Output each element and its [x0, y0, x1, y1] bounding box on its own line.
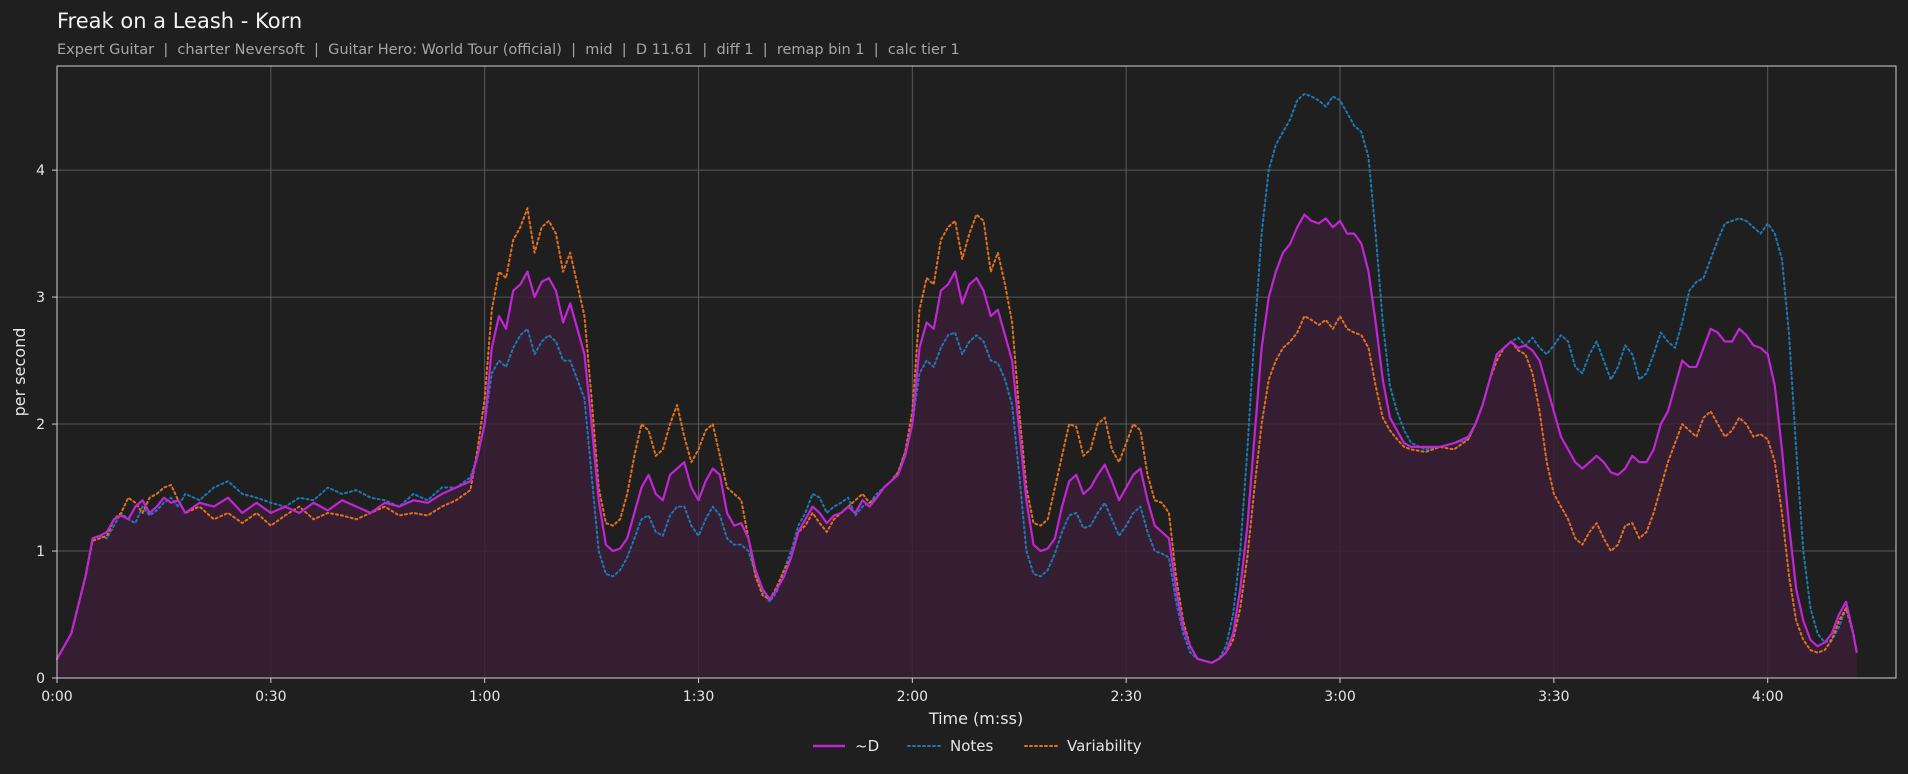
- series-line-0: [56, 213, 1858, 664]
- x-tick-label: 3:00: [1324, 689, 1355, 705]
- legend-label: Variability: [1067, 737, 1142, 755]
- series-area-0: [57, 214, 1857, 678]
- y-axis-label: per second: [10, 328, 29, 417]
- y-tick-label: 2: [36, 417, 45, 433]
- chart-title: Freak on a Leash - Korn: [57, 9, 302, 33]
- chart-subtitle: Expert Guitar | charter Neversoft | Guit…: [57, 42, 960, 58]
- x-tick-label: 2:30: [1110, 689, 1141, 705]
- tick-layer: 0:00 0:30 1:00 1:30 2:00 2:30 3:00 3:30 4:00 0 1 2 3…: [36, 163, 1783, 705]
- x-tick-label: 0:00: [41, 689, 72, 705]
- x-tick-label: 2:00: [897, 689, 928, 705]
- series-layer: [56, 92, 1858, 664]
- series-line-2: [56, 207, 1858, 664]
- x-tick-label: 1:30: [683, 689, 714, 705]
- x-tick-label: 3:30: [1538, 689, 1569, 705]
- legend: ~D Notes Variability: [813, 737, 1142, 755]
- area-layer: [57, 214, 1857, 678]
- legend-label: ~D: [855, 737, 879, 755]
- y-tick-label: 1: [36, 544, 45, 560]
- legend-label: Notes: [950, 737, 994, 755]
- x-tick-label: 1:00: [469, 689, 500, 705]
- y-tick-label: 3: [36, 290, 45, 306]
- x-tick-label: 0:30: [255, 689, 286, 705]
- x-tick-label: 4:00: [1752, 689, 1783, 705]
- x-axis-label: Time (m:ss): [928, 709, 1023, 728]
- y-tick-label: 0: [36, 671, 45, 687]
- y-tick-label: 4: [36, 163, 45, 179]
- plot-frame: [56, 65, 1897, 679]
